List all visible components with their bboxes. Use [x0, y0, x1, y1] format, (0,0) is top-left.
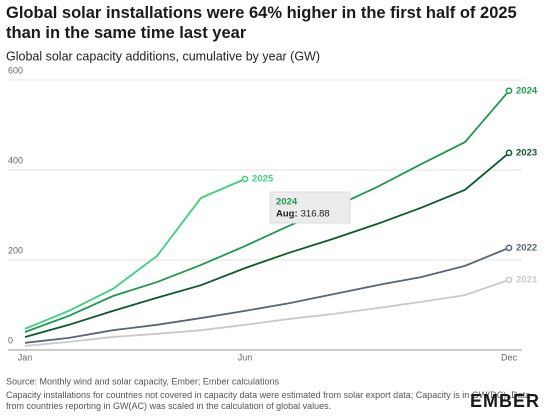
series-line — [24, 278, 510, 347]
source: Source: Monthly wind and solar capacity,… — [6, 376, 279, 386]
series-label: 2024 — [516, 85, 538, 96]
tooltip-series: 2024 — [276, 197, 298, 208]
tooltip-label: Aug: — [276, 209, 298, 220]
series-label: 2021 — [516, 274, 538, 285]
note: Capacity installations for countries not… — [6, 390, 530, 411]
chart-subtitle: Global solar capacity additions, cumulat… — [6, 49, 320, 63]
end-marker — [241, 175, 249, 183]
chart-title: Global solar installations were 64% high… — [6, 4, 517, 42]
x-tick-label: Jan — [18, 352, 33, 362]
y-tick-label: 0 — [8, 335, 13, 345]
series-label: 2023 — [516, 147, 537, 158]
logo: EMBER — [470, 391, 540, 411]
y-tick-label: 200 — [8, 245, 23, 255]
series-line — [24, 90, 510, 333]
end-marker — [505, 149, 513, 157]
series-line — [24, 178, 246, 330]
series-line — [24, 247, 510, 344]
tooltip-value: 316.88 — [301, 209, 330, 220]
x-tick-label: Dec — [501, 352, 518, 362]
y-tick-label: 600 — [8, 65, 23, 75]
tooltip-box — [269, 191, 351, 224]
y-tick-label: 400 — [8, 155, 23, 165]
x-tick-label: Jun — [238, 352, 253, 362]
end-marker — [505, 276, 513, 284]
end-marker — [505, 87, 513, 95]
end-marker — [505, 244, 513, 252]
series-line — [24, 152, 510, 338]
series-label: 2025 — [252, 174, 274, 185]
series-label: 2022 — [516, 242, 537, 253]
